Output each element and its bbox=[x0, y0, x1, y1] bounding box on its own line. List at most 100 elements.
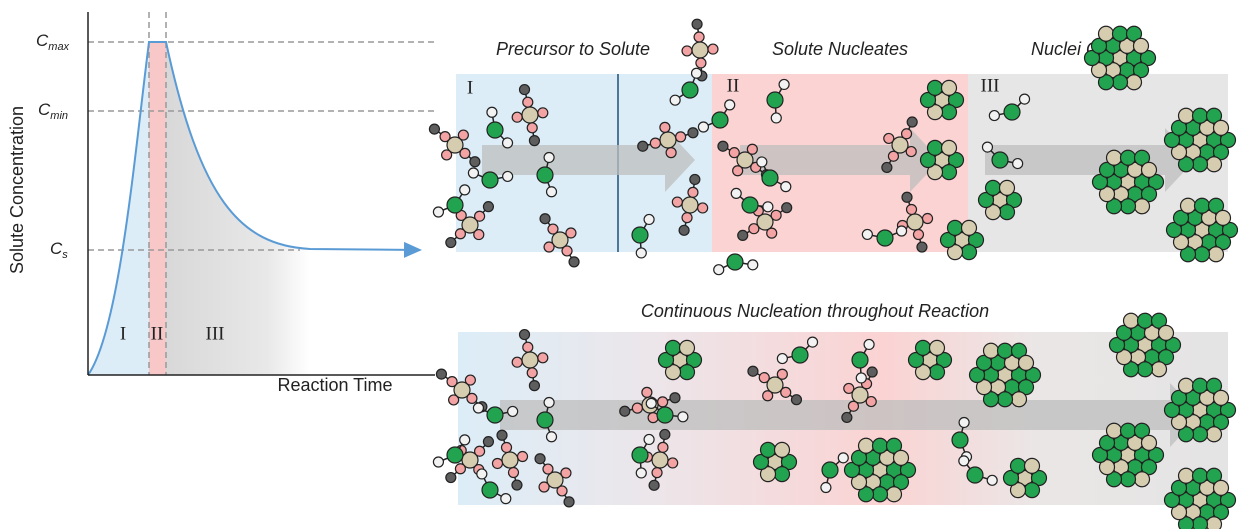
atom bbox=[436, 369, 446, 379]
atom bbox=[775, 442, 790, 457]
atom bbox=[688, 187, 698, 197]
atom bbox=[952, 432, 968, 448]
atom bbox=[696, 58, 706, 68]
atom bbox=[808, 337, 818, 347]
atom bbox=[460, 435, 470, 445]
atom bbox=[848, 401, 858, 411]
region-i bbox=[88, 42, 149, 375]
atom bbox=[502, 442, 512, 452]
atom bbox=[465, 375, 475, 385]
atom bbox=[694, 32, 704, 42]
atom bbox=[433, 457, 443, 467]
atom bbox=[680, 340, 695, 355]
atom bbox=[650, 138, 660, 148]
atom bbox=[852, 387, 868, 403]
atom bbox=[483, 437, 493, 447]
atom bbox=[864, 339, 874, 349]
atom bbox=[1135, 472, 1150, 487]
atom bbox=[757, 157, 767, 167]
atom bbox=[537, 412, 553, 428]
atom bbox=[1216, 210, 1231, 225]
atom bbox=[748, 366, 758, 376]
atom bbox=[535, 454, 545, 464]
atom bbox=[1000, 180, 1015, 195]
atom bbox=[512, 112, 522, 122]
atom bbox=[942, 105, 957, 120]
atom bbox=[763, 202, 773, 212]
atom bbox=[887, 487, 902, 502]
atom bbox=[518, 452, 528, 462]
atom bbox=[882, 162, 892, 172]
atom bbox=[679, 225, 689, 235]
atom bbox=[866, 397, 876, 407]
atom bbox=[523, 97, 533, 107]
atom bbox=[649, 480, 659, 490]
atom bbox=[460, 185, 470, 195]
atom bbox=[680, 365, 695, 380]
level-label: Cs bbox=[50, 239, 68, 260]
atom bbox=[455, 229, 465, 239]
atom bbox=[1011, 458, 1026, 473]
atom bbox=[1121, 423, 1136, 438]
atom bbox=[767, 228, 777, 238]
atom bbox=[1214, 120, 1229, 135]
atom bbox=[508, 468, 518, 478]
atom bbox=[429, 124, 439, 134]
atom bbox=[1013, 159, 1023, 169]
atom bbox=[561, 468, 571, 478]
atom bbox=[698, 203, 708, 213]
atom bbox=[540, 214, 550, 224]
atom bbox=[537, 167, 553, 183]
atom bbox=[948, 220, 963, 235]
atom bbox=[781, 387, 791, 397]
stage-label: III bbox=[206, 323, 225, 344]
level-main: C bbox=[36, 31, 49, 50]
atom bbox=[692, 42, 708, 58]
atom bbox=[446, 238, 456, 248]
atom bbox=[777, 369, 787, 379]
atom bbox=[455, 464, 465, 474]
atom bbox=[1193, 468, 1208, 483]
atom bbox=[1195, 198, 1210, 213]
atom bbox=[708, 44, 718, 54]
atom bbox=[852, 352, 868, 368]
atom bbox=[688, 128, 698, 138]
atom bbox=[543, 464, 553, 474]
atom bbox=[928, 140, 943, 155]
atom bbox=[761, 442, 776, 457]
atom bbox=[923, 214, 933, 224]
atom bbox=[660, 429, 670, 439]
atom bbox=[539, 482, 549, 492]
atom bbox=[529, 381, 539, 391]
atom bbox=[569, 257, 579, 267]
atom bbox=[792, 347, 808, 363]
atom bbox=[842, 412, 852, 422]
atom bbox=[512, 357, 522, 367]
atom bbox=[897, 226, 907, 236]
atom bbox=[892, 137, 908, 153]
atom bbox=[538, 353, 548, 363]
atom bbox=[930, 365, 945, 380]
stage-label: II bbox=[151, 323, 164, 344]
atom bbox=[1107, 423, 1122, 438]
atom bbox=[529, 136, 539, 146]
level-main: C bbox=[50, 239, 63, 258]
atom bbox=[986, 180, 1001, 195]
atom bbox=[660, 132, 676, 148]
atom bbox=[483, 202, 493, 212]
atom bbox=[562, 246, 572, 256]
level-sub: s bbox=[62, 249, 68, 261]
atom bbox=[916, 340, 931, 355]
atom bbox=[442, 150, 452, 160]
stage-numeral: I bbox=[467, 77, 473, 98]
atom bbox=[1179, 108, 1194, 123]
atom bbox=[1121, 150, 1136, 165]
atom bbox=[682, 197, 698, 213]
atom bbox=[482, 482, 498, 498]
atom bbox=[942, 80, 957, 95]
stage-title: Solute Nucleates bbox=[772, 39, 908, 59]
region-iii bbox=[166, 42, 310, 375]
level-main: C bbox=[38, 100, 51, 119]
atom bbox=[1019, 355, 1034, 370]
y-axis-label: Solute Concentration bbox=[7, 106, 27, 274]
